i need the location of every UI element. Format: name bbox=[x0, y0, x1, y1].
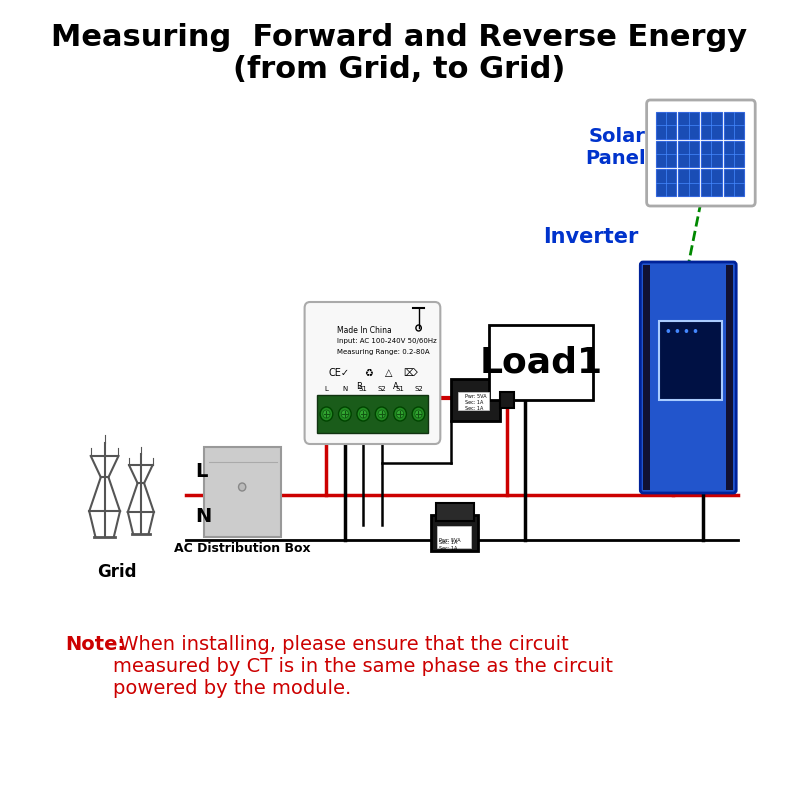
Text: N: N bbox=[195, 507, 211, 526]
Bar bbox=[701, 112, 722, 138]
Text: CE✓: CE✓ bbox=[328, 368, 349, 378]
Circle shape bbox=[338, 407, 351, 421]
Bar bbox=[656, 112, 677, 138]
Bar bbox=[458, 392, 489, 410]
Text: N: N bbox=[342, 386, 347, 392]
Text: Sec: 1A: Sec: 1A bbox=[438, 540, 457, 545]
Bar bbox=[450, 379, 501, 421]
Text: (from Grid, to Grid): (from Grid, to Grid) bbox=[233, 55, 565, 85]
Text: △: △ bbox=[385, 368, 393, 378]
Circle shape bbox=[666, 329, 670, 333]
Text: L: L bbox=[325, 386, 329, 392]
Circle shape bbox=[375, 407, 388, 421]
Text: Sec: 1A: Sec: 1A bbox=[465, 400, 483, 405]
Circle shape bbox=[412, 407, 425, 421]
Bar bbox=[489, 325, 594, 400]
Text: Input: AC 100-240V 50/60Hz: Input: AC 100-240V 50/60Hz bbox=[337, 338, 437, 344]
Circle shape bbox=[675, 329, 679, 333]
Bar bbox=[723, 112, 744, 138]
Bar bbox=[723, 141, 744, 167]
Bar bbox=[656, 170, 677, 196]
Text: Grid: Grid bbox=[97, 563, 136, 581]
Bar bbox=[318, 395, 428, 433]
Text: L: L bbox=[195, 462, 207, 481]
Circle shape bbox=[357, 407, 370, 421]
Circle shape bbox=[685, 329, 688, 333]
Bar bbox=[678, 170, 699, 196]
Text: S2: S2 bbox=[378, 386, 386, 392]
Circle shape bbox=[320, 407, 333, 421]
Circle shape bbox=[360, 410, 367, 418]
Circle shape bbox=[342, 410, 349, 418]
Bar bbox=[701, 141, 722, 167]
Bar bbox=[437, 526, 471, 548]
Bar bbox=[643, 265, 650, 490]
Text: A: A bbox=[393, 382, 399, 391]
Text: Pwr: 5VA: Pwr: 5VA bbox=[465, 394, 486, 399]
Text: Measuring Range: 0.2-80A: Measuring Range: 0.2-80A bbox=[337, 349, 430, 355]
Circle shape bbox=[323, 410, 330, 418]
Bar bbox=[204, 447, 281, 537]
Text: S2: S2 bbox=[414, 386, 423, 392]
Text: Pwr: 5VA: Pwr: 5VA bbox=[438, 538, 460, 543]
Text: Solar
Panel: Solar Panel bbox=[585, 127, 646, 169]
Circle shape bbox=[378, 410, 386, 418]
Circle shape bbox=[238, 483, 246, 491]
Bar bbox=[678, 112, 699, 138]
Text: ⌦: ⌦ bbox=[403, 368, 417, 378]
Circle shape bbox=[394, 407, 406, 421]
Bar bbox=[701, 170, 722, 196]
Bar bbox=[501, 392, 514, 408]
Bar bbox=[723, 170, 744, 196]
Text: When installing, please ensure that the circuit
measured by CT is in the same ph: When installing, please ensure that the … bbox=[113, 635, 613, 698]
Text: Measuring  Forward and Reverse Energy: Measuring Forward and Reverse Energy bbox=[50, 23, 746, 53]
Text: Made In China: Made In China bbox=[337, 326, 392, 335]
FancyBboxPatch shape bbox=[659, 321, 722, 400]
FancyBboxPatch shape bbox=[305, 302, 440, 444]
Text: Note:: Note: bbox=[66, 635, 126, 654]
Text: S1: S1 bbox=[359, 386, 368, 392]
Text: Inverter: Inverter bbox=[543, 227, 638, 247]
Bar bbox=[436, 503, 474, 521]
Text: Sec: 1A: Sec: 1A bbox=[465, 406, 483, 411]
Text: Load1: Load1 bbox=[480, 346, 602, 379]
FancyBboxPatch shape bbox=[640, 262, 736, 493]
Bar bbox=[678, 141, 699, 167]
Circle shape bbox=[397, 410, 404, 418]
Bar bbox=[431, 515, 478, 551]
Text: AC Distribution Box: AC Distribution Box bbox=[174, 542, 311, 555]
Circle shape bbox=[415, 410, 422, 418]
Text: S1: S1 bbox=[396, 386, 405, 392]
Bar bbox=[656, 141, 677, 167]
Text: Sec: 1A: Sec: 1A bbox=[438, 546, 457, 551]
FancyBboxPatch shape bbox=[646, 100, 755, 206]
Circle shape bbox=[694, 329, 698, 333]
Text: ♻: ♻ bbox=[364, 368, 373, 378]
Text: B: B bbox=[356, 382, 362, 391]
Bar bbox=[726, 265, 734, 490]
